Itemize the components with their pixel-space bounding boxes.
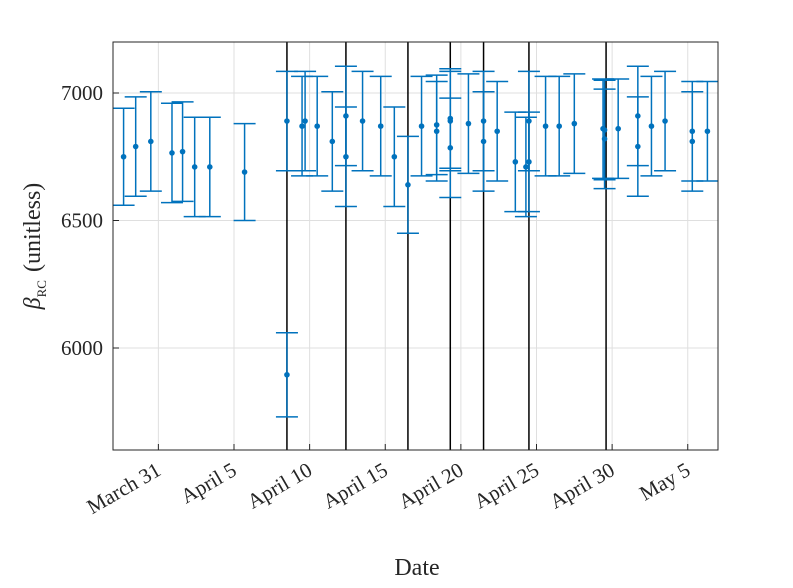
data-point [132,143,139,150]
plot-frame [112,41,719,451]
y-label-text: (unitless) [20,183,46,272]
y-tick-label: 6500 [61,209,103,233]
data-point [377,123,384,129]
data-point [704,128,711,135]
y-label-subscript: RC [34,280,49,297]
data-point [169,150,175,156]
y-axis-label: βRC (unitless) [20,183,49,311]
data-point [207,164,213,170]
data-point [433,128,440,135]
data-point [299,123,305,129]
data-point [284,371,290,378]
data-point [359,118,366,124]
data-point [329,138,336,145]
data-point [148,138,154,145]
data-point [526,118,532,124]
data-point [179,148,186,155]
data-point [648,123,655,129]
data-point [191,164,198,170]
data-point [343,153,349,160]
data-point [542,123,549,129]
data-point [480,138,487,145]
data-point [465,120,472,127]
data-point [494,128,500,135]
data-point [615,125,621,132]
data-point [405,182,411,188]
data-point [601,136,608,142]
y-axis-label-text: βRC (unitless) [20,183,49,311]
data-point [418,123,425,129]
data-point [635,143,641,150]
data-point [314,123,320,129]
data-point [523,164,529,170]
data-point [571,120,578,127]
data-point [556,123,562,129]
y-label-symbol: β [20,297,46,310]
data-point [284,118,290,124]
data-point [512,159,519,165]
data-point [689,138,696,145]
data-point [302,118,308,124]
data-point [447,115,454,122]
data-point [120,153,127,160]
y-tick-label: 6000 [61,336,103,360]
y-tick-label: 7000 [61,81,103,105]
data-point [662,118,668,124]
x-axis-label: Date [394,555,439,581]
data-point [241,169,248,175]
data-point [391,153,398,160]
